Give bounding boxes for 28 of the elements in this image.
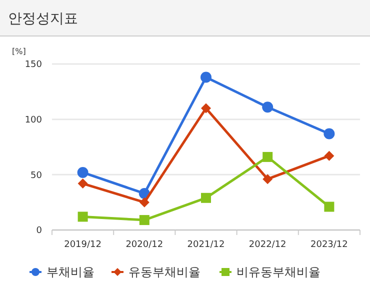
y-tick-label: 0 bbox=[36, 226, 42, 236]
point bbox=[78, 178, 88, 189]
point bbox=[139, 215, 150, 226]
y-tick-label: 50 bbox=[30, 170, 42, 181]
point bbox=[77, 166, 88, 178]
x-tick-label: 2022/12 bbox=[248, 240, 286, 250]
x-tick-label: 2021/12 bbox=[187, 240, 225, 250]
point bbox=[201, 103, 211, 114]
x-tick-label: 2019/12 bbox=[64, 240, 102, 250]
legend-label: 유동부채비율 bbox=[128, 265, 200, 280]
x-tick-label: 2023/12 bbox=[310, 240, 348, 250]
point bbox=[139, 197, 150, 208]
point bbox=[262, 174, 273, 184]
point bbox=[324, 202, 334, 212]
legend-label: 부채비율 bbox=[46, 265, 94, 280]
chart-title: 안정성지표 bbox=[8, 11, 78, 27]
point bbox=[201, 192, 211, 203]
point bbox=[78, 212, 88, 222]
x-tick-label: 2020/12 bbox=[126, 240, 164, 250]
y-tick-label: 100 bbox=[24, 115, 42, 126]
point bbox=[262, 152, 273, 162]
legend-label: 비유동부채비율 bbox=[236, 265, 320, 280]
y-axis-title: [%] bbox=[12, 47, 26, 56]
point bbox=[324, 150, 334, 161]
y-tick-label: 150 bbox=[24, 60, 42, 70]
point bbox=[324, 128, 335, 140]
point bbox=[262, 102, 274, 113]
point bbox=[200, 72, 212, 83]
